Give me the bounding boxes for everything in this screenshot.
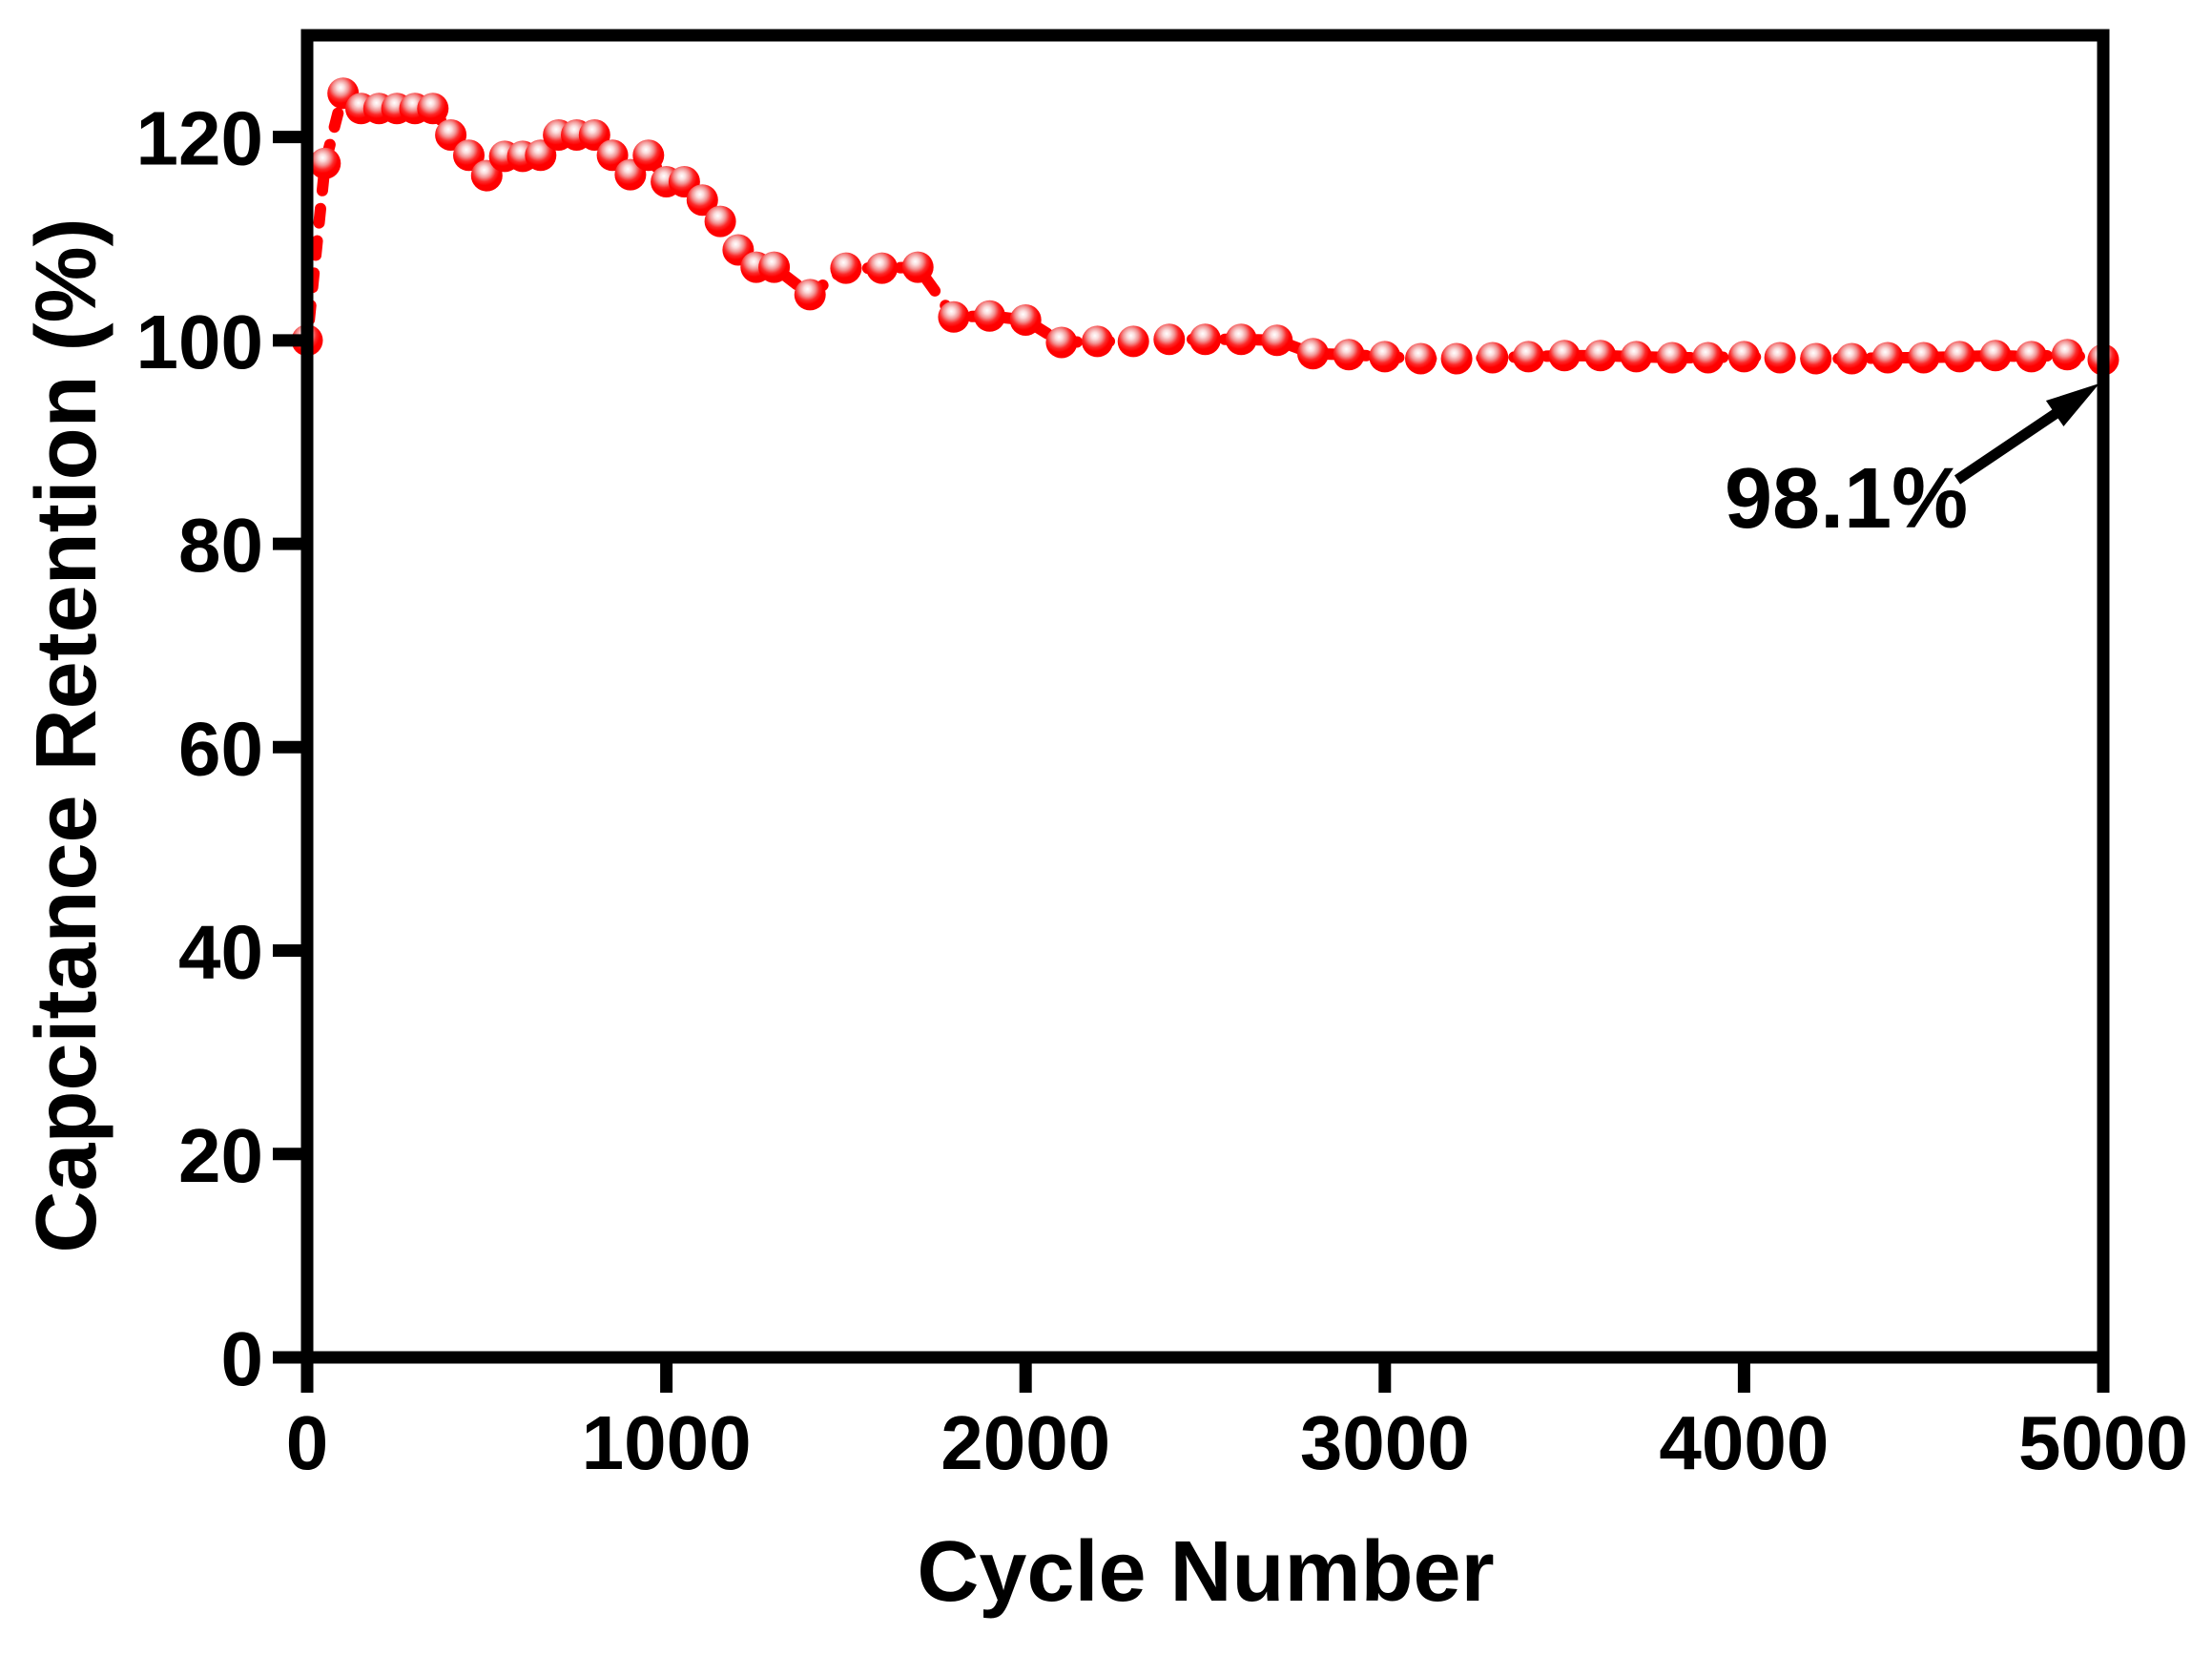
x-tick-label-2000: 2000 bbox=[941, 1400, 1110, 1485]
data-point-cycle-1300 bbox=[758, 251, 791, 283]
y-axis-title: Capcitance Retention (%) bbox=[19, 217, 114, 1252]
data-point-cycle-2200 bbox=[1082, 325, 1113, 358]
data-point-cycle-1100 bbox=[686, 184, 718, 217]
data-point-cycle-3400 bbox=[1512, 341, 1544, 373]
data-point-cycle-3000 bbox=[1369, 341, 1401, 373]
y-axis-ticks bbox=[273, 131, 303, 1364]
data-point-cycle-800 bbox=[578, 119, 610, 151]
data-point-cycle-2400 bbox=[1153, 323, 1186, 356]
data-point-cycle-400 bbox=[435, 119, 467, 151]
data-point-cycle-4600 bbox=[1943, 341, 1975, 373]
data-point-cycle-450 bbox=[453, 139, 485, 172]
x-tick-label-0: 0 bbox=[286, 1400, 329, 1485]
data-point-cycle-3700 bbox=[1620, 341, 1652, 373]
data-point-cycle-1800 bbox=[938, 300, 970, 333]
data-point-cycle-4700 bbox=[1979, 340, 2012, 372]
data-point-cycle-4200 bbox=[1800, 342, 1832, 375]
y-tick-label-120: 120 bbox=[136, 96, 263, 181]
plot-frame bbox=[300, 29, 2110, 1364]
data-point-cycle-4400 bbox=[1871, 341, 1904, 374]
data-point-cycle-2800 bbox=[1297, 338, 1329, 370]
data-point-cycle-4900 bbox=[2051, 339, 2083, 371]
data-point-cycle-50 bbox=[309, 147, 341, 179]
x-tick-label-1000: 1000 bbox=[582, 1400, 752, 1485]
data-point-cycle-3200 bbox=[1440, 342, 1473, 375]
data-point-cycle-1500 bbox=[830, 252, 862, 284]
data-point-cycle-1700 bbox=[901, 251, 934, 283]
y-tick-label-40: 40 bbox=[178, 910, 263, 995]
data-point-cycle-4300 bbox=[1835, 342, 1868, 375]
data-point-cycle-1150 bbox=[704, 205, 736, 238]
data-point-cycle-350 bbox=[417, 93, 449, 125]
data-point-cycle-1400 bbox=[794, 279, 826, 311]
data-point-cycle-4800 bbox=[2016, 341, 2048, 373]
data-point-cycle-2000 bbox=[1009, 304, 1042, 336]
final-retention-annotation: 98.1% bbox=[1725, 451, 1968, 547]
x-tick-label-5000: 5000 bbox=[2018, 1400, 2188, 1485]
data-point-cycle-1600 bbox=[866, 252, 899, 284]
series-line bbox=[301, 87, 2109, 1363]
y-axis-tick-labels: 0 20 40 60 80 100 120 bbox=[136, 96, 263, 1401]
data-point-cycle-4000 bbox=[1727, 341, 1760, 373]
data-point-cycle-4500 bbox=[1908, 341, 1940, 374]
y-tick-label-0: 0 bbox=[221, 1316, 264, 1401]
y-tick-label-60: 60 bbox=[178, 706, 263, 791]
x-axis-ticks bbox=[300, 1357, 2110, 1393]
data-point-cycle-4100 bbox=[1764, 341, 1796, 374]
data-point-cycle-2700 bbox=[1261, 324, 1293, 357]
x-tick-label-4000: 4000 bbox=[1659, 1400, 1829, 1485]
y-tick-label-20: 20 bbox=[178, 1113, 263, 1198]
data-points bbox=[291, 77, 2119, 376]
data-point-cycle-3800 bbox=[1656, 341, 1688, 374]
data-point-cycle-2600 bbox=[1225, 323, 1257, 356]
data-point-cycle-2100 bbox=[1045, 326, 1078, 359]
retention-line bbox=[301, 87, 2109, 1363]
y-tick-label-80: 80 bbox=[178, 503, 263, 588]
data-point-cycle-3100 bbox=[1405, 342, 1437, 375]
x-axis-title: Cycle Number bbox=[917, 1524, 1494, 1620]
axes-frame bbox=[300, 29, 2110, 1364]
data-point-cycle-2500 bbox=[1189, 323, 1221, 356]
x-tick-label-3000: 3000 bbox=[1300, 1400, 1470, 1485]
data-point-cycle-3900 bbox=[1692, 341, 1725, 374]
data-point-cycle-2900 bbox=[1333, 339, 1365, 371]
data-point-cycle-3300 bbox=[1477, 341, 1509, 374]
data-point-cycle-950 bbox=[632, 139, 665, 172]
data-point-cycle-3600 bbox=[1584, 340, 1617, 372]
x-axis-tick-labels: 0 1000 2000 3000 4000 5000 bbox=[286, 1400, 2188, 1485]
data-point-cycle-3500 bbox=[1548, 340, 1581, 372]
data-point-cycle-2300 bbox=[1117, 325, 1149, 358]
annotation-arrow bbox=[1954, 383, 2099, 485]
y-tick-label-100: 100 bbox=[136, 300, 263, 384]
data-point-cycle-1900 bbox=[974, 300, 1005, 332]
data-point-cycle-650 bbox=[525, 139, 557, 172]
